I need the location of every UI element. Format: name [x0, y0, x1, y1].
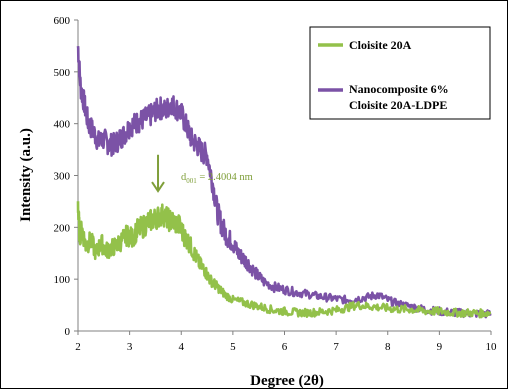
y-axis-ticks: 0 100 200 300 400 500 600: [54, 15, 78, 338]
legend: Cloisite 20A Nanocomposite 6% Cloisite 2…: [309, 26, 491, 120]
x-tick-label: 9: [437, 341, 443, 353]
y-tick-label: 600: [54, 15, 71, 27]
series-layer: [76, 45, 492, 319]
legend-label-nanocomposite: Nanocomposite 6% Cloisite 20A-LDPE: [349, 82, 452, 112]
x-axis-label: Degree (2θ): [250, 373, 324, 389]
y-tick-label: 500: [54, 67, 71, 79]
series-line-0: [76, 201, 492, 319]
x-tick-label: 6: [282, 341, 288, 353]
annotation-subscript: 001: [186, 177, 197, 185]
annotation-arrow-head: [151, 181, 165, 193]
y-tick-label: 200: [54, 222, 71, 234]
x-tick-label: 7: [333, 341, 339, 353]
x-tick-label: 8: [385, 341, 391, 353]
legend-box: [309, 26, 491, 120]
y-tick-label: 300: [54, 171, 71, 183]
annotation-value: = 2.4004 nm: [197, 172, 253, 183]
y-tick-label: 100: [54, 274, 71, 286]
legend-label-cloisite: Cloisite 20A: [349, 38, 412, 52]
annotation-text: d001 = 2.4004 nm: [181, 172, 253, 185]
x-tick-label: 2: [75, 341, 81, 353]
peak-annotation: d001 = 2.4004 nm: [151, 154, 253, 193]
y-tick-label: 400: [54, 119, 71, 131]
annotation-d: d: [181, 172, 187, 183]
x-tick-label: 3: [127, 341, 133, 353]
series-line-1: [76, 45, 492, 319]
x-tick-label: 4: [179, 341, 185, 353]
y-axis-label: Intensity (a.u.): [18, 128, 34, 222]
x-tick-label: 5: [230, 341, 236, 353]
y-tick-label: 0: [65, 326, 71, 338]
x-axis-ticks: 2 3 4 5 6 7 8 9 10: [75, 331, 497, 353]
x-tick-label: 10: [486, 341, 498, 353]
